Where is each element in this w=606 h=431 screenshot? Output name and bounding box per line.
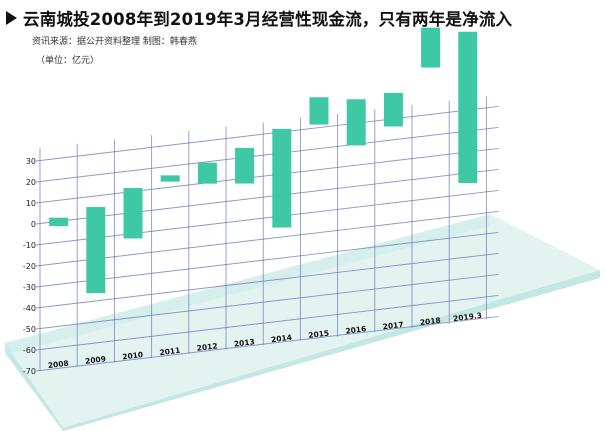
grid-line-horizontal <box>35 126 499 183</box>
x-tick-label: 2012 <box>196 341 218 352</box>
grid-line-horizontal <box>35 105 499 162</box>
bar-2014 <box>272 128 292 228</box>
grid-line-horizontal <box>35 231 499 288</box>
x-tick-label: 2008 <box>47 359 69 370</box>
y-tick-label: -10 <box>23 241 36 250</box>
platform-back-wall <box>5 214 490 355</box>
y-tick-label: 20 <box>26 178 36 187</box>
bar-2012 <box>197 162 217 184</box>
x-tick-label: 2015 <box>308 329 330 340</box>
grid-line-horizontal <box>35 273 499 330</box>
chart-grid <box>35 96 499 372</box>
y-tick-label: 10 <box>26 199 36 208</box>
x-tick-label: 2019.3 <box>453 311 483 323</box>
bar-2011 <box>160 175 180 182</box>
x-tick-label: 2013 <box>233 337 255 348</box>
grid-line-horizontal <box>35 168 499 225</box>
bar-2015 <box>309 97 329 125</box>
y-tick-label: 0 <box>31 220 36 229</box>
x-tick-label: 2017 <box>382 320 404 331</box>
x-tick-label: 2011 <box>159 346 181 357</box>
chart-bars <box>49 27 478 294</box>
chart-title: 云南城投2008年到2019年3月经营性现金流，只有两年是净流入 <box>23 10 513 29</box>
grid-line-horizontal <box>35 147 499 204</box>
y-tick-label: -20 <box>23 262 36 271</box>
y-tick-label: 30 <box>26 157 36 166</box>
x-tick-label: 2010 <box>122 350 144 361</box>
y-tick-label: -40 <box>23 304 36 313</box>
y-tick-label: -70 <box>23 367 36 376</box>
chart-platform <box>5 214 600 431</box>
bar-2010 <box>123 188 143 239</box>
x-tick-label: 2009 <box>85 354 107 365</box>
grid-line-horizontal <box>35 294 499 351</box>
platform-top <box>5 214 600 428</box>
title-row: 云南城投2008年到2019年3月经营性现金流，只有两年是净流入 <box>6 5 602 31</box>
x-tick-label: 2014 <box>271 333 293 344</box>
bar-2016 <box>346 99 366 146</box>
source-note: 资讯来源：据公开资料整理 制图：韩春燕 <box>32 37 197 47</box>
y-tick-label: -50 <box>23 325 36 334</box>
triangle-bullet-icon <box>6 11 17 25</box>
grid-line-horizontal <box>35 315 499 372</box>
bar-2017 <box>383 92 403 127</box>
x-tick-label: 2018 <box>419 316 441 327</box>
y-tick-label: -60 <box>23 346 36 355</box>
platform-side-front <box>63 270 600 431</box>
bar-2009 <box>86 207 106 294</box>
bar-2008 <box>49 217 69 227</box>
x-tick-label: 2016 <box>345 324 367 335</box>
unit-note: （单位：亿元） <box>36 56 100 66</box>
y-axis-ticks: 30 20 10 0 -10 -20 -30 -40 -50 -60 -70 <box>23 157 36 376</box>
grid-line-horizontal <box>35 189 499 246</box>
bar-2019.3 <box>458 31 478 183</box>
chart-header: 云南城投2008年到2019年3月经营性现金流，只有两年是净流入 资讯来源：据公… <box>6 5 602 66</box>
bar-2013 <box>235 147 255 184</box>
platform-side-left <box>5 343 63 431</box>
grid-line-horizontal <box>35 252 499 309</box>
grid-line-horizontal <box>35 210 499 267</box>
bar-2018 <box>421 27 441 68</box>
x-axis-labels: 2008 2009 2010 2011 2012 2013 2014 2015 2016 2017… <box>47 311 482 370</box>
y-tick-label: -30 <box>23 283 36 292</box>
